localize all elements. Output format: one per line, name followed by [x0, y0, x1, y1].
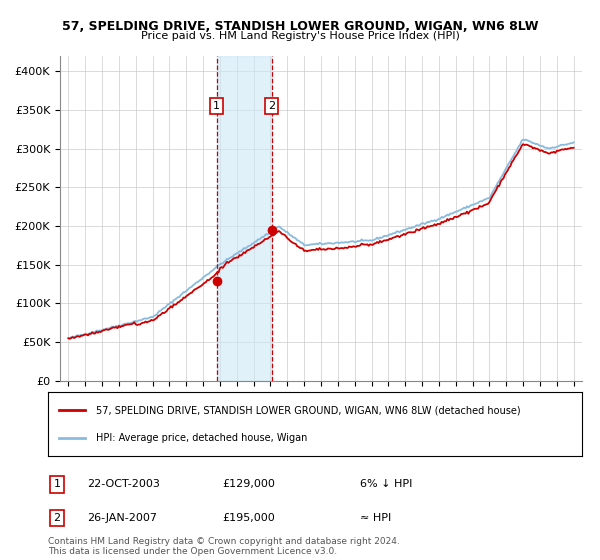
Text: 57, SPELDING DRIVE, STANDISH LOWER GROUND, WIGAN, WN6 8LW: 57, SPELDING DRIVE, STANDISH LOWER GROUN… [62, 20, 538, 32]
Text: 2: 2 [53, 513, 61, 523]
Text: 6% ↓ HPI: 6% ↓ HPI [360, 479, 412, 489]
Text: £195,000: £195,000 [222, 513, 275, 523]
Text: 57, SPELDING DRIVE, STANDISH LOWER GROUND, WIGAN, WN6 8LW (detached house): 57, SPELDING DRIVE, STANDISH LOWER GROUN… [96, 405, 521, 415]
Text: 22-OCT-2003: 22-OCT-2003 [87, 479, 160, 489]
Text: HPI: Average price, detached house, Wigan: HPI: Average price, detached house, Wiga… [96, 433, 307, 444]
Text: This data is licensed under the Open Government Licence v3.0.: This data is licensed under the Open Gov… [48, 548, 337, 557]
Text: ≈ HPI: ≈ HPI [360, 513, 391, 523]
Text: £129,000: £129,000 [222, 479, 275, 489]
Text: 26-JAN-2007: 26-JAN-2007 [87, 513, 157, 523]
Text: Price paid vs. HM Land Registry's House Price Index (HPI): Price paid vs. HM Land Registry's House … [140, 31, 460, 41]
Text: 1: 1 [213, 101, 220, 111]
Text: 2: 2 [268, 101, 275, 111]
Text: 1: 1 [53, 479, 61, 489]
Text: Contains HM Land Registry data © Crown copyright and database right 2024.: Contains HM Land Registry data © Crown c… [48, 538, 400, 547]
Bar [217, 56, 272, 381]
